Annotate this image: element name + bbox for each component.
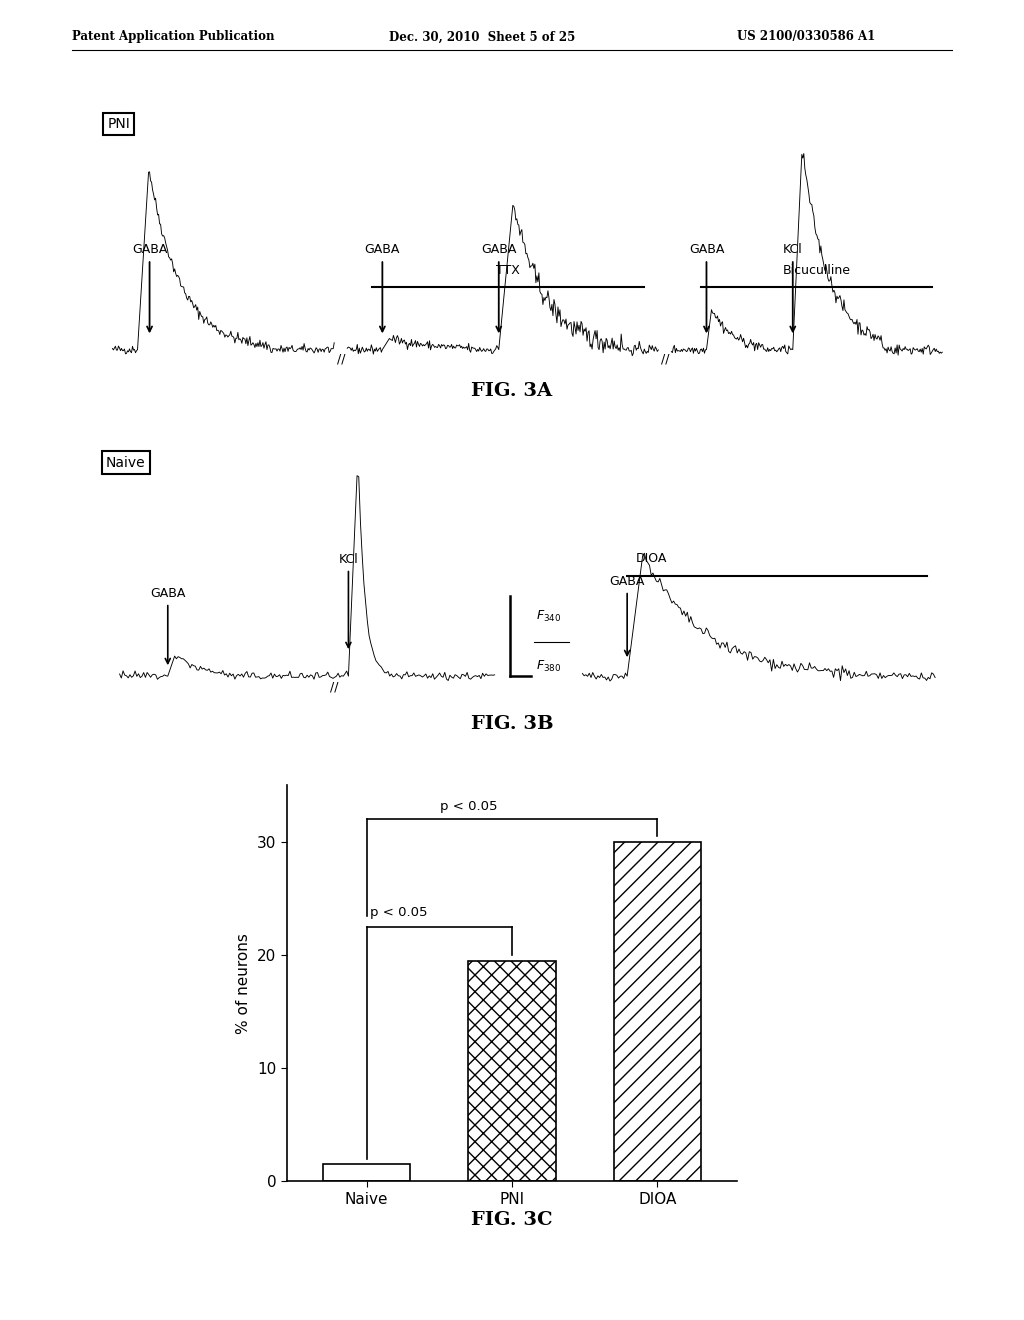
Text: GABA: GABA (132, 243, 167, 331)
Bar (468, 961, 556, 1181)
Text: $F_{340}$: $F_{340}$ (536, 609, 561, 623)
Text: //: // (337, 352, 345, 366)
Text: KCl: KCl (783, 243, 803, 331)
Text: GABA: GABA (609, 576, 645, 656)
Text: FIG. 3B: FIG. 3B (471, 714, 553, 733)
Text: Bicuculline: Bicuculline (783, 264, 851, 277)
Text: Dec. 30, 2010  Sheet 5 of 25: Dec. 30, 2010 Sheet 5 of 25 (389, 30, 575, 44)
Text: //: // (331, 680, 339, 693)
Text: TTX: TTX (497, 264, 520, 277)
Text: KCl: KCl (339, 553, 358, 647)
Text: US 2100/0330586 A1: US 2100/0330586 A1 (737, 30, 876, 44)
Text: DIOA: DIOA (636, 552, 667, 565)
Text: GABA: GABA (689, 243, 724, 331)
Text: PNI: PNI (108, 116, 130, 131)
Text: FIG. 3C: FIG. 3C (471, 1210, 553, 1229)
Text: FIG. 3A: FIG. 3A (471, 381, 553, 400)
Text: p < 0.05: p < 0.05 (439, 800, 497, 813)
Text: $F_{380}$: $F_{380}$ (536, 659, 561, 675)
Y-axis label: % of neurons: % of neurons (237, 933, 251, 1034)
Text: GABA: GABA (365, 243, 400, 331)
Text: Patent Application Publication: Patent Application Publication (72, 30, 274, 44)
Bar (613, 842, 701, 1181)
Text: GABA: GABA (481, 243, 516, 331)
Text: //: // (662, 352, 670, 366)
Text: p < 0.05: p < 0.05 (370, 906, 427, 919)
Text: GABA: GABA (151, 587, 185, 664)
Text: Naive: Naive (105, 455, 145, 470)
Bar (323, 1164, 411, 1181)
